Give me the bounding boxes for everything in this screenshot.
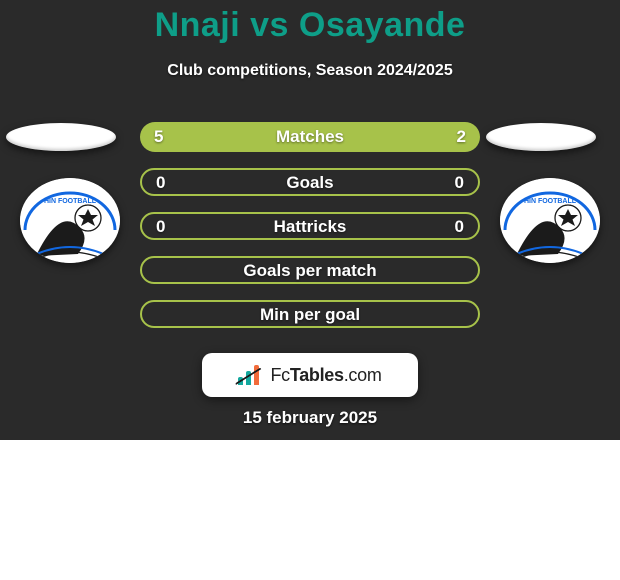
svg-text:HIN FOOTBALL: HIN FOOTBALL xyxy=(44,198,97,205)
logo-bars-icon xyxy=(238,365,264,385)
club-badge-left-art: HIN FOOTBALL xyxy=(20,178,120,263)
page-title: Nnaji vs Osayande xyxy=(0,6,620,45)
logo-text-a: Fc xyxy=(270,365,289,385)
stat-label: Matches xyxy=(140,122,480,152)
club-badge-right: HIN FOOTBALL xyxy=(500,178,600,263)
logo-text: FcTables.com xyxy=(270,365,381,386)
stat-row: Goals0 0 xyxy=(140,168,480,196)
stat-row: Min per goal xyxy=(140,300,480,328)
footer-date: 15 february 2025 xyxy=(0,408,620,428)
club-badge-left: HIN FOOTBALL xyxy=(20,178,120,263)
subtitle: Club competitions, Season 2024/2025 xyxy=(0,62,620,80)
player-ellipse-left xyxy=(6,123,116,151)
logo-text-b: Tables xyxy=(290,365,344,385)
stat-value-left: 0 xyxy=(156,170,165,196)
stat-value-left: 0 xyxy=(156,214,165,240)
stat-label: Min per goal xyxy=(142,302,478,328)
stat-value-right: 2 xyxy=(457,122,466,152)
comparison-rows: Matches52Goals00Hattricks00Goals per mat… xyxy=(140,122,480,344)
stat-value-right: 0 xyxy=(455,214,464,240)
stat-value-right: 0 xyxy=(455,170,464,196)
svg-text:HIN FOOTBALL: HIN FOOTBALL xyxy=(524,198,577,205)
stat-label: Goals xyxy=(142,170,478,196)
title-text: Nnaji vs Osayande xyxy=(155,6,466,44)
logo-text-c: .com xyxy=(344,365,382,385)
stat-row: Goals per match xyxy=(140,256,480,284)
stat-label: Goals per match xyxy=(142,258,478,284)
stat-value-left: 5 xyxy=(154,122,163,152)
club-badge-right-art: HIN FOOTBALL xyxy=(500,178,600,263)
stat-row: Hattricks0 0 xyxy=(140,212,480,240)
player-ellipse-right xyxy=(486,123,596,151)
fctables-logo: FcTables.com xyxy=(202,353,418,397)
stat-row: Matches5 2 xyxy=(140,122,480,152)
stat-label: Hattricks xyxy=(142,214,478,240)
dark-panel: Nnaji vs Osayande Club competitions, Sea… xyxy=(0,0,620,440)
